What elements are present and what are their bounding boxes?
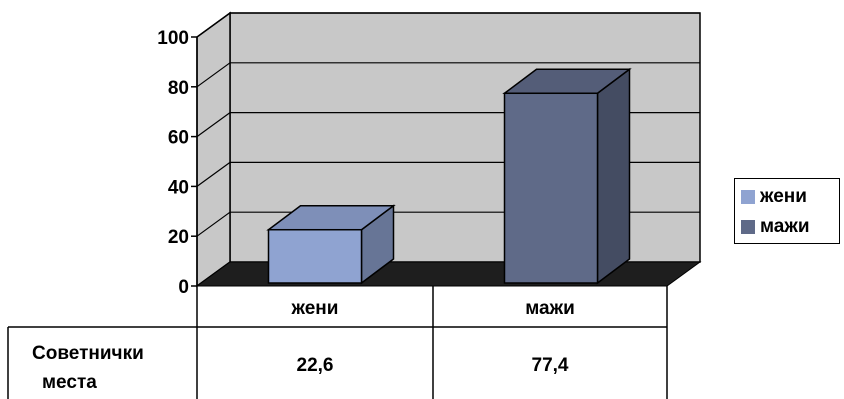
y-tick-label: 100 xyxy=(157,28,189,49)
table-header-zheni: жени xyxy=(291,298,339,319)
bar-side xyxy=(596,67,631,285)
y-tick-label: 60 xyxy=(168,128,189,149)
gridline-side xyxy=(196,211,231,237)
bar-mazhi xyxy=(502,67,632,285)
legend: жени мажи xyxy=(734,178,840,244)
chart-side-wall xyxy=(196,11,231,288)
legend-label-mazhi: мажи xyxy=(760,216,810,237)
bar-front xyxy=(503,92,599,284)
y-axis: 0 20 40 60 80 100 xyxy=(157,28,198,298)
gridline-side xyxy=(196,62,231,88)
y-tick-label: 20 xyxy=(168,227,189,248)
gridline-side xyxy=(196,12,231,38)
y-tick-label: 80 xyxy=(168,78,189,99)
table-row-label-line2: места xyxy=(42,372,97,393)
y-tick-label: 0 xyxy=(178,277,189,298)
bars xyxy=(266,67,632,285)
legend-swatch-mazhi xyxy=(741,220,755,234)
legend-item-mazhi: мажи xyxy=(741,215,810,239)
table-value-zheni: 22,6 xyxy=(297,355,334,376)
y-tick-label: 40 xyxy=(168,177,189,198)
data-table: жени мажи Советнички места 22,6 77,4 xyxy=(7,286,668,399)
gridline-side xyxy=(196,161,231,187)
legend-item-zheni: жени xyxy=(741,185,807,209)
legend-label-zheni: жени xyxy=(760,186,807,207)
legend-swatch-zheni xyxy=(741,190,755,204)
bar-zheni xyxy=(266,204,396,285)
gridline-side xyxy=(196,112,231,138)
table-header-mazhi: мажи xyxy=(525,298,575,319)
table-value-mazhi: 77,4 xyxy=(532,355,569,376)
table-row-label-line1: Советнички xyxy=(32,343,144,364)
bar-front xyxy=(267,228,363,284)
